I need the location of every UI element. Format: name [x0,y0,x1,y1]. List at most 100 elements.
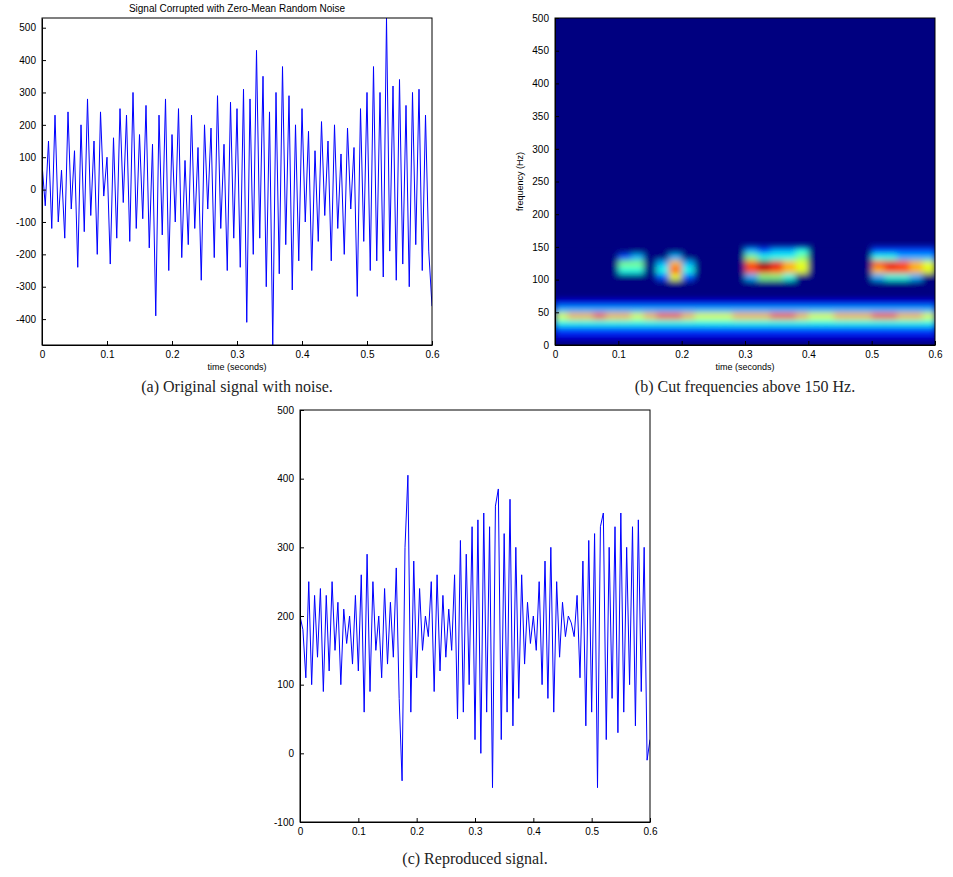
heatmap-cell [872,306,885,313]
heatmap-cell [707,253,720,260]
heatmap-cell [720,312,733,319]
heatmap-cell [631,280,644,287]
heatmap-cell [644,299,657,306]
heatmap-cell [593,293,606,300]
heatmap-cell [872,260,885,267]
heatmap-cell [758,260,771,267]
heatmap-cell [872,253,885,260]
heatmap-cell [834,325,847,332]
heatmap-cell [745,338,758,345]
heatmap-cell [707,338,720,345]
heatmap-cell [821,312,834,319]
tick-label: 0.1 [101,349,115,360]
heatmap-cell [783,319,796,326]
heatmap-cell [694,338,707,345]
tick: 500 [19,22,46,33]
heatmap-cell [593,260,606,267]
heatmap-cell [707,293,720,300]
heatmap-cell [580,293,593,300]
heatmap-cell [821,299,834,306]
heatmap-cell [922,312,935,319]
heatmap-cell [618,253,631,260]
tick-label: 0.5 [585,826,599,837]
heatmap-cell [821,260,834,267]
tick-mark [808,341,809,345]
heatmap-cell [606,286,619,293]
heatmap-cell [631,299,644,306]
heatmap-cell [910,325,923,332]
panel: 00.10.20.30.40.50.6050100150200250300350… [515,13,943,396]
heatmap-cell [872,293,885,300]
heatmap-cell [606,247,619,254]
heatmap-cell [897,332,910,339]
heatmap-cell [821,267,834,274]
heatmap-cell [656,253,669,260]
x-axis-title: time (seconds) [715,362,774,372]
heatmap-cell [745,273,758,280]
tick-mark [555,83,559,84]
heatmap-cell [593,325,606,332]
heatmap-cell [593,332,606,339]
heatmap-cell [884,312,897,319]
heatmap-cell [758,280,771,287]
heatmap-cell [720,306,733,313]
heatmap-cell [555,247,568,254]
heatmap-cell [821,286,834,293]
tick-mark [555,182,559,183]
tick-mark [555,214,559,215]
heatmap-cell [669,306,682,313]
heatmap-cell [669,319,682,326]
heatmap-cell [606,293,619,300]
tick-mark [42,254,46,255]
tick-label: 0.4 [527,826,541,837]
tick: 0.6 [644,818,658,837]
heatmap-cell [707,267,720,274]
heatmap-cell [732,253,745,260]
heatmap-cell [593,273,606,280]
heatmap-cell [555,312,568,319]
tick-mark [432,341,433,345]
tick-mark [42,28,46,29]
heatmap-cell [618,299,631,306]
heatmap-cell [745,267,758,274]
heatmap-cell [656,247,669,254]
heatmap-cell [568,312,581,319]
figure: 00.10.20.30.40.50.6-400-300-200-10001002… [0,0,953,877]
tick: 0.5 [585,818,599,837]
heatmap-cell [580,306,593,313]
heatmap-cell [732,325,745,332]
heatmap-cell [859,280,872,287]
heatmap-cell [922,299,935,306]
tick: 0.1 [612,341,626,360]
heatmap-cell [922,286,935,293]
heatmap-cell [707,325,720,332]
heatmap-cell [859,306,872,313]
heatmap-cell [859,260,872,267]
tick-label: 300 [19,87,36,98]
heatmap-cell [897,286,910,293]
heatmap-cell [846,273,859,280]
heatmap-cell [656,260,669,267]
heatmap-cell [568,280,581,287]
chart-title: Signal Corrupted with Zero-Mean Random N… [129,3,346,14]
tick-label: 500 [532,13,549,24]
tick-mark [367,341,368,345]
y-axis: 050100150200250300350400450500 [532,13,559,351]
heatmap-cell [884,267,897,274]
heatmap-cell [783,332,796,339]
heatmap-cell [745,293,758,300]
heatmap-cell [555,260,568,267]
heatmap-cell [745,247,758,254]
heatmap-cell [580,325,593,332]
heatmap-cell [834,299,847,306]
heatmap-cell [682,253,695,260]
tick-label: 100 [19,152,36,163]
tick-label: 0.5 [865,349,879,360]
heatmap-cell [910,299,923,306]
heatmap-cell [796,299,809,306]
heatmap-cell [846,338,859,345]
heatmap-cell [720,273,733,280]
heatmap-cell [656,286,669,293]
heatmap-cell [758,312,771,319]
heatmap-cell [859,267,872,274]
